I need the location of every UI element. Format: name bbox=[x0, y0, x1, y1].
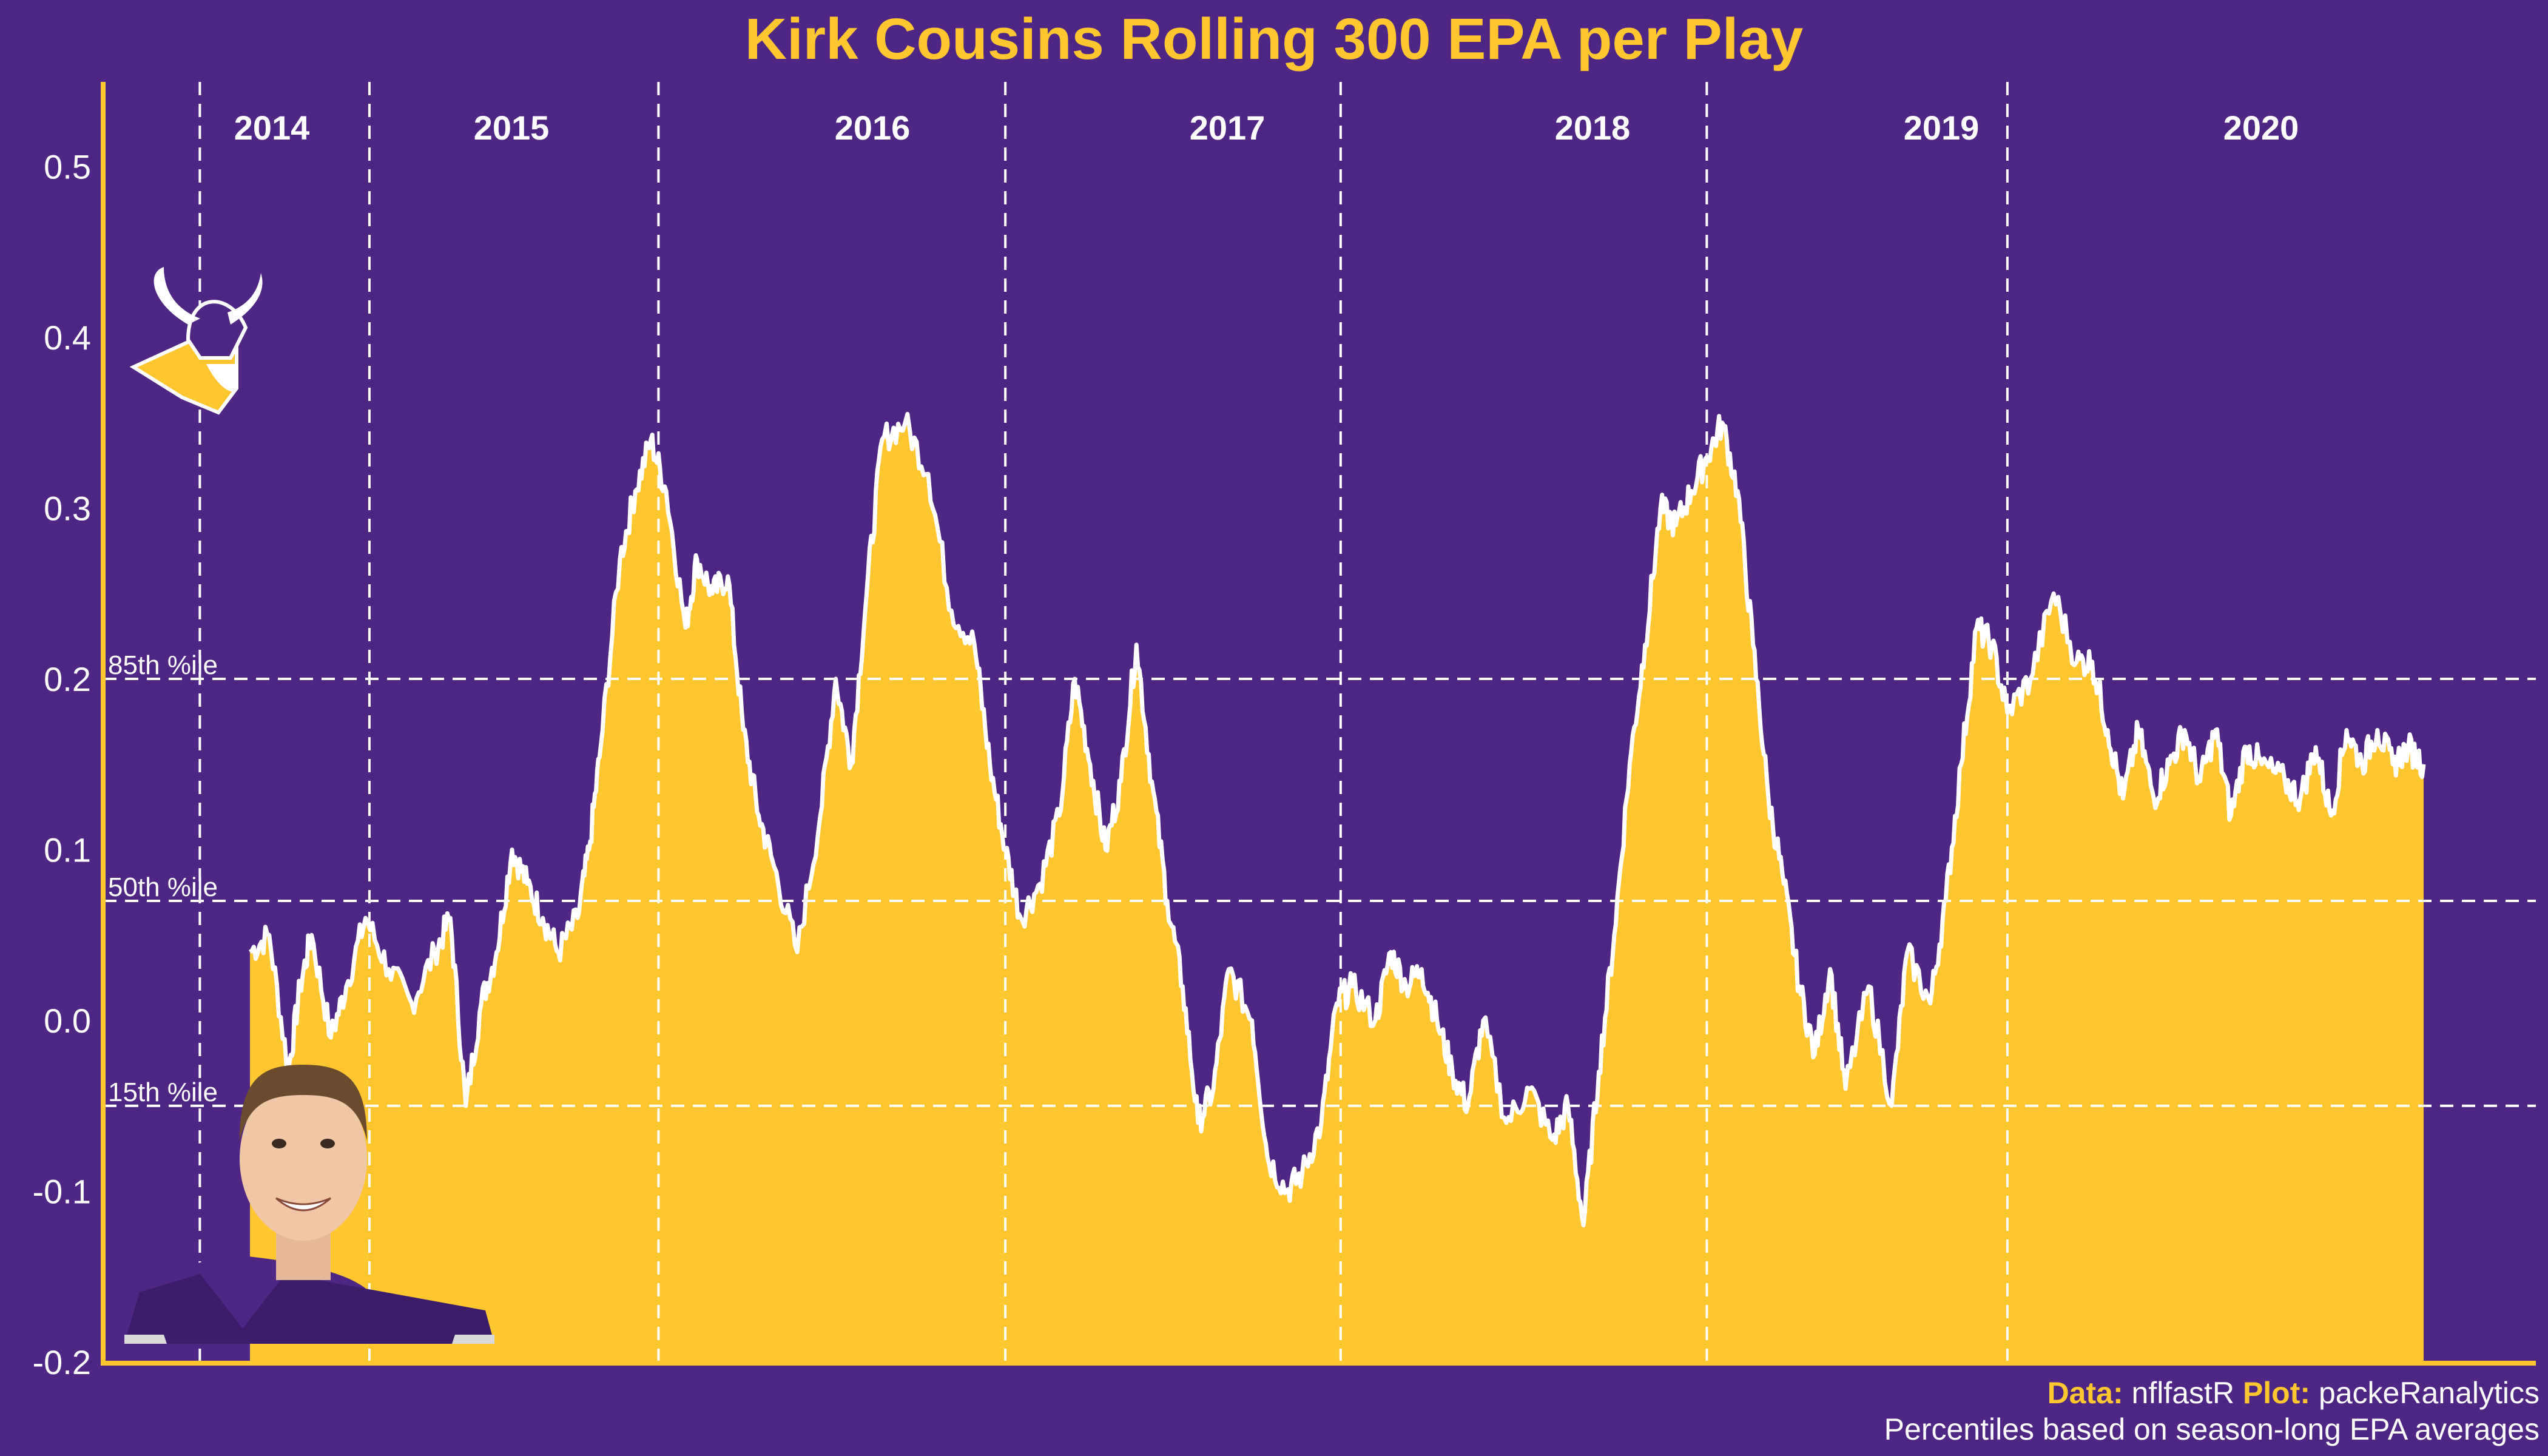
season-label-2014: 2014 bbox=[234, 109, 310, 147]
y-tick-label: 0.0 bbox=[44, 1002, 91, 1040]
caption-source-line: Data: nflfastR Plot: packeRanalytics bbox=[1884, 1375, 2540, 1411]
season-label-2018: 2018 bbox=[1555, 109, 1631, 147]
caption-plot-value: packeRanalytics bbox=[2318, 1376, 2540, 1410]
caption: Data: nflfastR Plot: packeRanalytics Per… bbox=[1884, 1375, 2540, 1448]
axes bbox=[101, 82, 2536, 1366]
caption-data-value: nflfastR bbox=[2131, 1376, 2235, 1410]
y-tick-label: 0.3 bbox=[44, 490, 91, 528]
vikings-logo-icon bbox=[129, 267, 263, 415]
reference-lines bbox=[103, 82, 2536, 1362]
percentile-label-85: 85th %ile bbox=[108, 650, 218, 680]
caption-data-label: Data: bbox=[2047, 1376, 2123, 1410]
area-layer bbox=[248, 412, 2426, 1362]
percentile-label-50: 50th %ile bbox=[108, 872, 218, 902]
player-headshot-icon bbox=[124, 1065, 494, 1344]
epa-line bbox=[248, 412, 2426, 1228]
y-tick-label: -0.1 bbox=[33, 1173, 92, 1211]
caption-note: Percentiles based on season-long EPA ave… bbox=[1884, 1412, 2540, 1446]
season-label-2015: 2015 bbox=[474, 109, 550, 147]
season-label-2019: 2019 bbox=[1904, 109, 1980, 147]
season-label-2020: 2020 bbox=[2223, 109, 2299, 147]
epa-area-fill bbox=[250, 414, 2424, 1362]
percentile-label-15: 15th %ile bbox=[108, 1077, 218, 1107]
y-tick-label: 0.1 bbox=[44, 831, 91, 869]
chart-title: Kirk Cousins Rolling 300 EPA per Play bbox=[744, 7, 1804, 72]
season-label-2017: 2017 bbox=[1190, 109, 1266, 147]
y-tick-label: 0.4 bbox=[44, 318, 91, 357]
y-tick-label: 0.2 bbox=[44, 660, 91, 698]
caption-plot-label: Plot: bbox=[2242, 1376, 2311, 1410]
season-label-2016: 2016 bbox=[835, 109, 911, 147]
y-tick-label: 0.5 bbox=[44, 148, 91, 186]
y-tick-label: -0.2 bbox=[33, 1343, 92, 1381]
